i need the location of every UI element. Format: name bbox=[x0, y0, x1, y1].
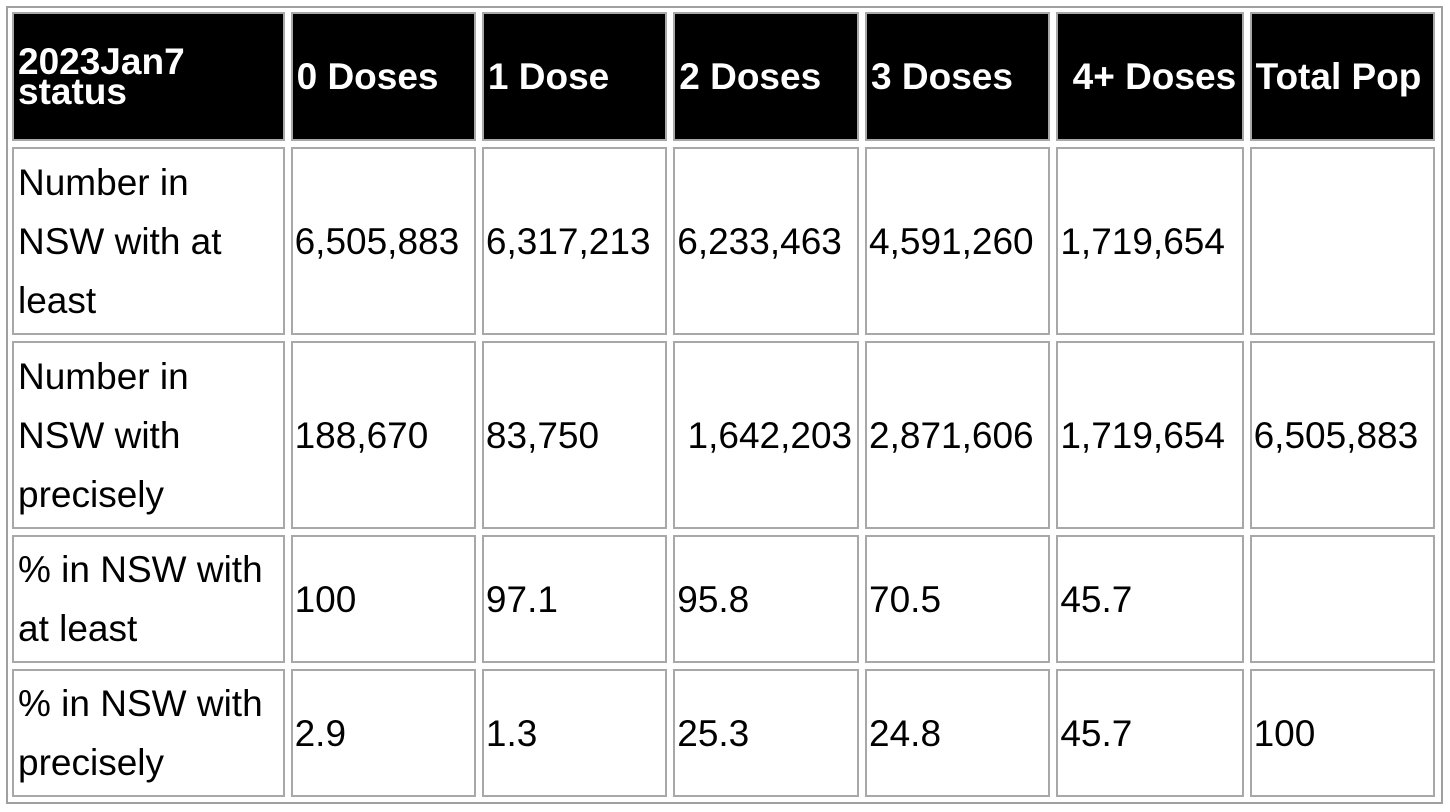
table-cell: 100 bbox=[1249, 669, 1435, 797]
table-cell: 6,233,463 bbox=[673, 147, 860, 335]
row-label: % in NSW with at least bbox=[12, 535, 285, 663]
table-cell: 83,750 bbox=[481, 341, 668, 529]
header-1-dose: 1 Dose bbox=[481, 12, 668, 141]
table-cell: 1.3 bbox=[481, 669, 668, 797]
table-cell: 1,719,654 bbox=[1056, 147, 1244, 335]
table-cell: 2.9 bbox=[290, 669, 476, 797]
row-label: Number in NSW with precisely bbox=[12, 341, 285, 529]
table-cell: 24.8 bbox=[865, 669, 1051, 797]
header-total-pop: Total Pop bbox=[1249, 12, 1435, 141]
table-cell bbox=[1249, 147, 1435, 335]
table-cell: 6,505,883 bbox=[290, 147, 476, 335]
row-label: % in NSW with precisely bbox=[12, 669, 285, 797]
table-cell: 45.7 bbox=[1056, 535, 1244, 663]
header-4plus-doses: 4+ Doses bbox=[1056, 12, 1244, 141]
table-cell: 70.5 bbox=[865, 535, 1051, 663]
table-row: Number in NSW with at least 6,505,883 6,… bbox=[12, 147, 1435, 335]
table-cell: 6,317,213 bbox=[481, 147, 668, 335]
table-cell: 100 bbox=[290, 535, 476, 663]
table-cell: 45.7 bbox=[1056, 669, 1244, 797]
table-cell: 97.1 bbox=[481, 535, 668, 663]
header-3-doses: 3 Doses bbox=[865, 12, 1051, 141]
table-cell: 1,642,203 bbox=[673, 341, 860, 529]
table-frame: 2023Jan7 status 0 Doses 1 Dose 2 Doses 3… bbox=[6, 6, 1443, 804]
table-row: % in NSW with precisely 2.9 1.3 25.3 24.… bbox=[12, 669, 1435, 797]
table-cell: 25.3 bbox=[673, 669, 860, 797]
table-cell: 6,505,883 bbox=[1249, 341, 1435, 529]
table-cell bbox=[1249, 535, 1435, 663]
row-label: Number in NSW with at least bbox=[12, 147, 285, 335]
header-2-doses: 2 Doses bbox=[673, 12, 860, 141]
table-cell: 95.8 bbox=[673, 535, 860, 663]
table-cell: 188,670 bbox=[290, 341, 476, 529]
table-row: Number in NSW with precisely 188,670 83,… bbox=[12, 341, 1435, 529]
table-header-row: 2023Jan7 status 0 Doses 1 Dose 2 Doses 3… bbox=[12, 12, 1435, 141]
table-cell: 1,719,654 bbox=[1056, 341, 1244, 529]
vaccination-status-table: 2023Jan7 status 0 Doses 1 Dose 2 Doses 3… bbox=[6, 6, 1441, 803]
header-0-doses: 0 Doses bbox=[290, 12, 476, 141]
table-cell: 2,871,606 bbox=[865, 341, 1051, 529]
table-cell: 4,591,260 bbox=[865, 147, 1051, 335]
header-status: 2023Jan7 status bbox=[12, 12, 285, 141]
table-row: % in NSW with at least 100 97.1 95.8 70.… bbox=[12, 535, 1435, 663]
